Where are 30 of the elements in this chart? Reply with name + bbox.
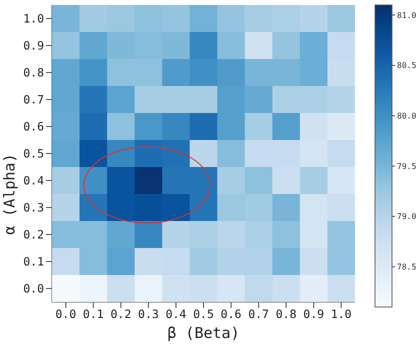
y-tick-label: 0.1 <box>23 254 44 269</box>
x-axis-title: β (Beta) <box>167 324 240 342</box>
y-tick-label: 0.6 <box>23 120 44 134</box>
x-tick-label: 0.4 <box>166 307 186 322</box>
color-bar-label: 81.0 <box>397 10 416 20</box>
x-tick-label: 0.2 <box>110 307 132 322</box>
x-tick-label: 0.5 <box>193 307 214 322</box>
x-tick-label: 0.3 <box>138 307 159 322</box>
y-tick-label: 0.3 <box>23 200 44 215</box>
y-tick-label: 0.5 <box>23 146 44 161</box>
color-bar-label: 79.0 <box>397 212 416 222</box>
x-tick-label: 0.9 <box>303 307 324 322</box>
y-tick-label: 0.7 <box>23 92 44 107</box>
y-tick-label: 0.2 <box>23 228 44 242</box>
y-tick-label: 0.9 <box>23 38 44 53</box>
y-tick-label: 0.0 <box>23 282 44 296</box>
x-tick-label: 0.7 <box>248 307 270 322</box>
x-tick-label: 0.6 <box>220 307 242 322</box>
y-tick-label: 0.4 <box>23 174 44 188</box>
color-bar-label: 78.5 <box>397 262 416 272</box>
y-tick-label: 1.0 <box>23 12 44 26</box>
y-axis-title: α (Alpha) <box>0 154 18 235</box>
color-bar-label: 80.5 <box>397 61 416 70</box>
x-tick-label: 0.8 <box>276 307 297 322</box>
x-tick-label: 0.0 <box>55 307 76 322</box>
color-bar-label: 79.5 <box>397 162 416 171</box>
y-tick-label: 0.8 <box>23 66 44 80</box>
x-tick-label: 0.1 <box>82 307 104 322</box>
x-tick-label: 1.0 <box>330 307 352 322</box>
color-bar-label: 80.0 <box>397 112 416 121</box>
